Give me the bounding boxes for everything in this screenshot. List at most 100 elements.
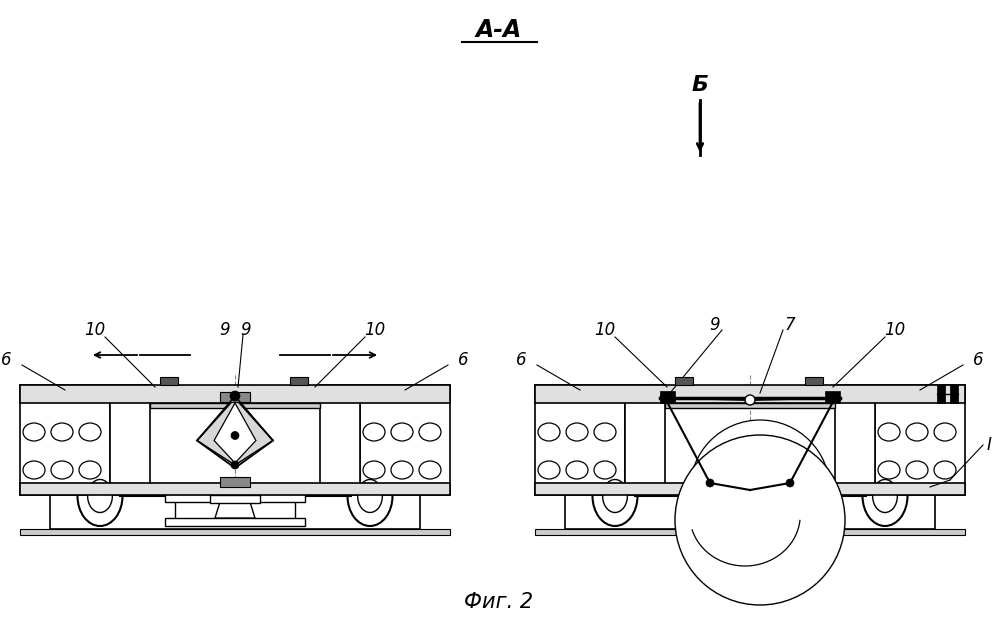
Ellipse shape xyxy=(872,479,897,513)
Bar xyxy=(165,494,305,502)
Ellipse shape xyxy=(878,461,900,479)
Ellipse shape xyxy=(602,479,627,513)
Ellipse shape xyxy=(419,461,441,479)
Bar xyxy=(535,529,965,535)
Circle shape xyxy=(830,393,840,403)
Text: 10: 10 xyxy=(594,321,615,339)
Bar xyxy=(320,385,360,495)
Ellipse shape xyxy=(906,461,928,479)
Text: 9: 9 xyxy=(709,316,720,334)
Bar xyxy=(290,377,308,385)
Text: 10: 10 xyxy=(365,321,386,339)
Ellipse shape xyxy=(862,466,907,526)
Bar xyxy=(675,377,693,385)
Circle shape xyxy=(690,420,830,560)
Bar xyxy=(200,495,270,525)
Ellipse shape xyxy=(594,423,616,441)
Bar xyxy=(690,499,810,524)
Ellipse shape xyxy=(566,461,588,479)
Ellipse shape xyxy=(419,423,441,441)
Ellipse shape xyxy=(566,423,588,441)
Bar xyxy=(875,385,965,495)
Bar xyxy=(680,494,820,502)
Ellipse shape xyxy=(79,423,101,441)
Ellipse shape xyxy=(592,466,637,526)
Bar xyxy=(165,518,305,526)
Ellipse shape xyxy=(594,461,616,479)
Circle shape xyxy=(231,461,239,469)
Bar xyxy=(660,391,675,403)
Text: 9: 9 xyxy=(220,321,230,339)
Bar xyxy=(20,529,450,535)
Circle shape xyxy=(660,393,670,403)
Text: 10: 10 xyxy=(884,321,906,339)
Ellipse shape xyxy=(79,461,101,479)
Circle shape xyxy=(706,479,714,487)
Ellipse shape xyxy=(51,461,73,479)
Ellipse shape xyxy=(348,466,393,526)
Bar xyxy=(175,499,295,524)
Bar xyxy=(50,494,420,529)
Ellipse shape xyxy=(78,466,123,526)
Circle shape xyxy=(675,435,845,605)
Bar xyxy=(535,385,625,495)
Ellipse shape xyxy=(878,423,900,441)
Text: I: I xyxy=(987,436,992,454)
Polygon shape xyxy=(215,502,255,518)
Bar xyxy=(220,392,250,402)
Bar xyxy=(160,377,178,385)
Bar xyxy=(950,385,958,403)
Ellipse shape xyxy=(934,461,956,479)
Polygon shape xyxy=(730,502,770,518)
Bar xyxy=(715,495,785,525)
Bar xyxy=(625,385,665,495)
Ellipse shape xyxy=(363,461,385,479)
Bar xyxy=(565,494,935,529)
Ellipse shape xyxy=(363,423,385,441)
Ellipse shape xyxy=(391,423,413,441)
Ellipse shape xyxy=(906,423,928,441)
Bar xyxy=(535,483,965,495)
Bar xyxy=(20,385,110,495)
Bar xyxy=(220,477,250,487)
Text: 7: 7 xyxy=(784,316,795,334)
Text: 6: 6 xyxy=(458,351,469,369)
Polygon shape xyxy=(214,403,256,463)
Bar xyxy=(20,385,450,403)
Ellipse shape xyxy=(51,423,73,441)
Bar xyxy=(937,385,945,403)
Bar xyxy=(825,391,840,403)
Bar xyxy=(360,385,450,495)
Bar xyxy=(210,495,260,503)
Ellipse shape xyxy=(391,461,413,479)
Bar xyxy=(20,483,450,495)
Ellipse shape xyxy=(23,461,45,479)
Bar xyxy=(725,495,775,503)
Ellipse shape xyxy=(358,479,383,513)
Bar xyxy=(805,377,823,385)
Text: Б: Б xyxy=(691,75,708,95)
Circle shape xyxy=(745,395,755,405)
Text: 6: 6 xyxy=(1,351,12,369)
Polygon shape xyxy=(197,398,273,468)
Text: 6: 6 xyxy=(973,351,984,369)
Bar xyxy=(665,403,835,408)
Ellipse shape xyxy=(88,479,112,513)
Text: А-А: А-А xyxy=(476,18,522,42)
Ellipse shape xyxy=(23,423,45,441)
Text: 9: 9 xyxy=(240,321,251,339)
Bar xyxy=(535,385,965,403)
Text: 6: 6 xyxy=(516,351,527,369)
Bar xyxy=(150,403,320,408)
Ellipse shape xyxy=(538,423,560,441)
Ellipse shape xyxy=(538,461,560,479)
Bar xyxy=(680,518,820,526)
Bar xyxy=(110,385,150,495)
Text: 10: 10 xyxy=(84,321,106,339)
Text: Фиг. 2: Фиг. 2 xyxy=(465,592,533,612)
Ellipse shape xyxy=(934,423,956,441)
Bar xyxy=(835,385,875,495)
Circle shape xyxy=(786,479,794,487)
Circle shape xyxy=(230,391,240,401)
Circle shape xyxy=(231,431,239,440)
